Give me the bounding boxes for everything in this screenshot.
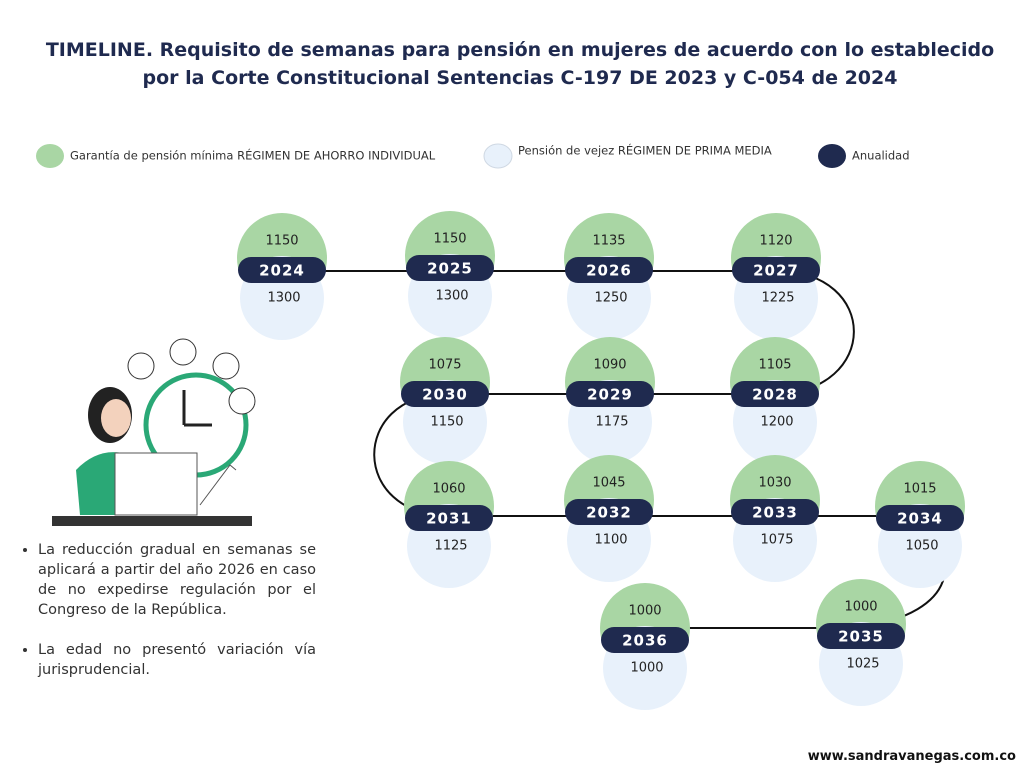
notes: La reducción gradual en semanas se aplic… [22, 540, 316, 700]
weeks-top: 1030 [758, 476, 791, 491]
year: 2028 [752, 386, 798, 404]
weeks-top: 1075 [428, 358, 461, 373]
weeks-top: 1135 [592, 234, 625, 249]
legend-swatch [36, 144, 64, 168]
weeks-top: 1150 [433, 232, 466, 247]
timeline-node: 2034 1015 1050 [875, 461, 965, 588]
timeline-node: 2033 1030 1075 [730, 455, 820, 582]
year: 2031 [426, 510, 472, 528]
timeline-node: 2025 1150 1300 [405, 211, 495, 338]
weeks-bottom: 1000 [630, 661, 663, 676]
weeks-bottom: 1225 [761, 291, 794, 306]
lamp [199, 464, 237, 506]
weeks-top: 1000 [628, 604, 661, 619]
year-pill [401, 381, 489, 407]
year: 2035 [838, 628, 884, 646]
weeks-bottom: 1100 [594, 533, 627, 548]
illustration [52, 338, 256, 526]
icon [212, 352, 240, 380]
timeline-node: 2028 1105 1200 [730, 337, 820, 464]
weeks-top: 1150 [265, 234, 298, 249]
year: 2034 [897, 510, 943, 528]
year-pill [876, 505, 964, 531]
timeline-node: 2029 1090 1175 [565, 337, 655, 464]
desk [52, 516, 252, 526]
weeks-bottom: 1025 [846, 657, 879, 672]
timeline-node: 2032 1045 1100 [564, 455, 654, 582]
weeks-bottom: 1200 [760, 415, 793, 430]
monitor [114, 452, 198, 516]
footer: www.sandravanegas.com.co [807, 749, 1016, 764]
year-pill [732, 257, 820, 283]
timeline-node: 2036 1000 1000 [600, 583, 690, 710]
year: 2030 [422, 386, 468, 404]
timeline-node: 2031 1060 1125 [404, 461, 494, 588]
weeks-bottom: 1125 [434, 539, 467, 554]
year-pill [601, 627, 689, 653]
weeks-top: 1120 [759, 234, 792, 249]
title: TIMELINE. Requisito de semanas para pens… [20, 36, 1020, 92]
year: 2033 [752, 504, 798, 522]
weeks-top: 1000 [844, 600, 877, 615]
face [101, 399, 131, 437]
legend-label: Anualidad [852, 149, 910, 163]
year: 2026 [586, 262, 632, 280]
year-pill [565, 257, 653, 283]
timeline-node: 2035 1000 1025 [816, 579, 906, 706]
weeks-bottom: 1150 [430, 415, 463, 430]
weeks-bottom: 1075 [760, 533, 793, 548]
legend-label: Pensión de vejez RÉGIMEN DE PRIMA MEDIA [518, 143, 772, 158]
weeks-top: 1090 [593, 358, 626, 373]
legend-item: Anualidad [818, 144, 910, 168]
year: 2032 [586, 504, 632, 522]
year-pill [817, 623, 905, 649]
legend-label: Garantía de pensión mínima RÉGIMEN DE AH… [70, 148, 436, 163]
year-pill [566, 381, 654, 407]
weeks-bottom: 1300 [435, 289, 468, 304]
icon [127, 352, 155, 380]
icon [169, 338, 197, 366]
note: La edad no presentó variación vía jurisp… [38, 640, 316, 680]
timeline-node: 2024 1150 1300 [237, 213, 327, 340]
timeline-node: 2026 1135 1250 [564, 213, 654, 340]
year-pill [405, 505, 493, 531]
year: 2029 [587, 386, 633, 404]
year-pill [731, 499, 819, 525]
weeks-top: 1045 [592, 476, 625, 491]
title-line: por la Corte Constitucional Sentencias C… [142, 67, 898, 89]
year: 2024 [259, 262, 305, 280]
year-pill [731, 381, 819, 407]
legend-item: Garantía de pensión mínima RÉGIMEN DE AH… [36, 144, 436, 168]
note: La reducción gradual en semanas se aplic… [38, 540, 316, 620]
year-pill [406, 255, 494, 281]
weeks-top: 1060 [432, 482, 465, 497]
year: 2027 [753, 262, 799, 280]
weeks-bottom: 1050 [905, 539, 938, 554]
title-line: TIMELINE. Requisito de semanas para pens… [45, 39, 995, 61]
weeks-top: 1015 [903, 482, 936, 497]
timeline-node: 2030 1075 1150 [400, 337, 490, 464]
weeks-bottom: 1300 [267, 291, 300, 306]
year-pill [565, 499, 653, 525]
year-pill [238, 257, 326, 283]
weeks-bottom: 1250 [594, 291, 627, 306]
legend-item: Pensión de vejez RÉGIMEN DE PRIMA MEDIA [483, 143, 772, 169]
weeks-bottom: 1175 [595, 415, 628, 430]
legend-swatch [818, 144, 846, 168]
icon [228, 387, 256, 415]
year: 2036 [622, 632, 668, 650]
legend-swatch [483, 143, 513, 169]
weeks-top: 1105 [758, 358, 791, 373]
timeline-node: 2027 1120 1225 [731, 213, 821, 340]
year: 2025 [427, 260, 473, 278]
